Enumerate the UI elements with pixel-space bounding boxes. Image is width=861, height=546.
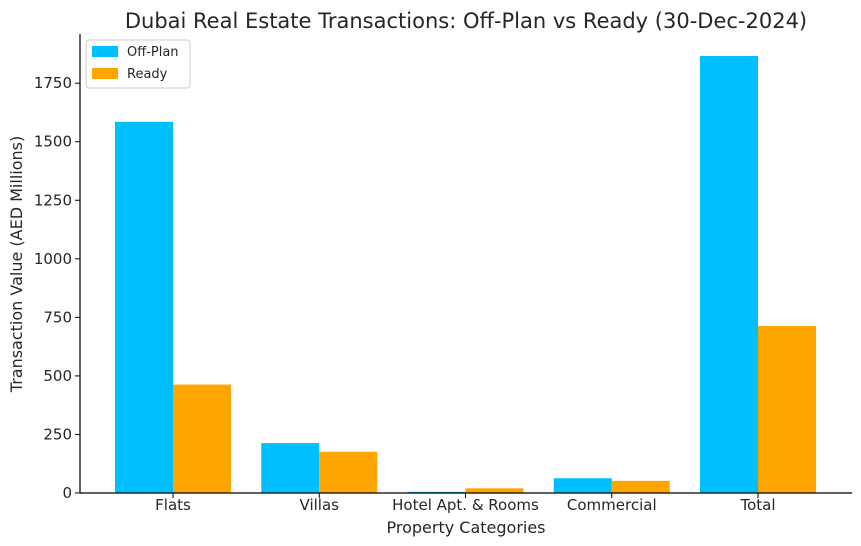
y-tick-label: 1750: [34, 74, 72, 92]
bars-group: [115, 56, 816, 493]
chart-title: Dubai Real Estate Transactions: Off-Plan…: [125, 9, 807, 33]
y-tick-label: 1000: [34, 250, 72, 268]
bar-ready-total: [758, 326, 816, 493]
legend-label-offplan: Off-Plan: [127, 45, 179, 60]
bar-offplan-flats: [115, 121, 173, 493]
x-tick-label: Hotel Apt. & Rooms: [392, 496, 539, 514]
y-tick-label: 1250: [34, 191, 72, 209]
y-tick-label: 1500: [34, 133, 72, 151]
y-tick-label: 750: [43, 308, 72, 326]
bar-ready-villas: [319, 451, 378, 493]
y-axis-label: Transaction Value (AED Millions): [7, 136, 26, 393]
legend-swatch-offplan: [92, 46, 118, 57]
y-axis-ticks: 0 250 500 750 1000 1250 1500 1750: [34, 74, 80, 502]
bar-offplan-total: [700, 56, 758, 493]
legend-swatch-ready: [92, 68, 118, 79]
bar-ready-commercial: [611, 480, 670, 493]
x-axis-label: Property Categories: [386, 518, 545, 537]
x-tick-label: Flats: [155, 496, 191, 514]
bar-offplan-villas: [261, 443, 320, 493]
y-tick-label: 0: [62, 484, 72, 502]
y-tick-label: 250: [43, 425, 72, 443]
x-tick-label: Commercial: [567, 496, 657, 514]
y-tick-label: 500: [43, 367, 72, 385]
bar-ready-hotel-apt-rooms: [465, 488, 524, 493]
x-axis-ticks: Flats Villas Hotel Apt. & Rooms Commercial T…: [155, 493, 776, 514]
bar-offplan-commercial: [553, 478, 612, 493]
legend-label-ready: Ready: [127, 67, 168, 82]
bar-ready-flats: [173, 384, 231, 493]
legend: Off-Plan Ready: [85, 39, 191, 89]
x-tick-label: Total: [739, 496, 775, 514]
x-tick-label: Villas: [300, 496, 340, 514]
